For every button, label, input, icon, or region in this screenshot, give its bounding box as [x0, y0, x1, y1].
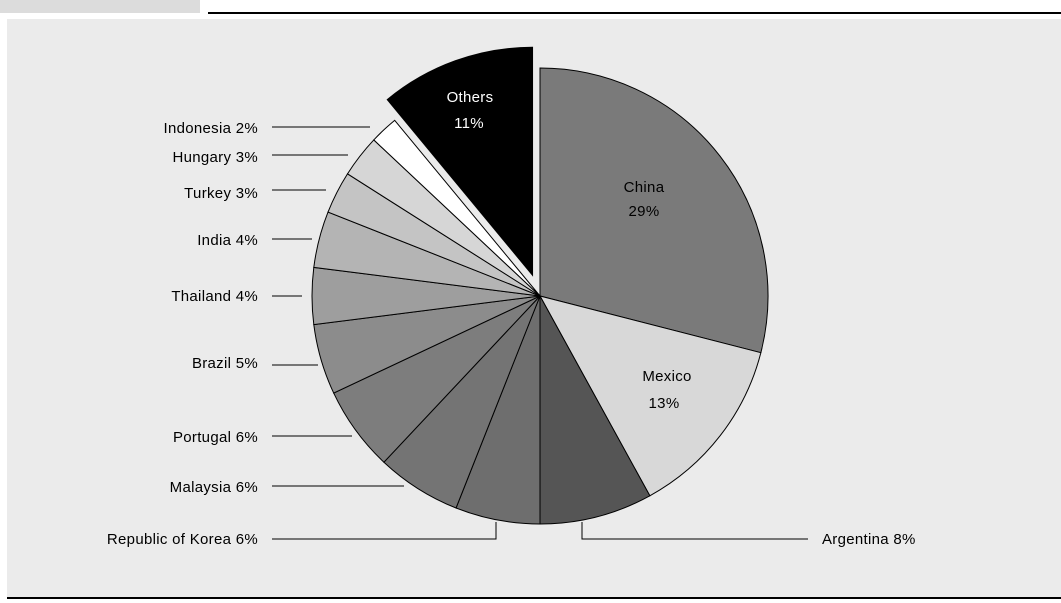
pie-slice-mexico [539, 295, 762, 497]
slice-label-indonesia: Indonesia 2% [163, 120, 258, 137]
pie-slice-argentina [539, 295, 651, 525]
header-tab [0, 0, 200, 13]
slice-label-others: Others [447, 89, 494, 106]
pie-slice-china [539, 67, 769, 354]
slice-value-china: 29% [629, 203, 660, 220]
pie-slice-indonesia [373, 119, 541, 297]
slice-label-mexico: Mexico [642, 368, 691, 385]
slice-label-republic-of-korea: Republic of Korea 6% [107, 531, 258, 548]
leader-line-argentina [581, 522, 808, 540]
slice-label-malaysia: Malaysia 6% [170, 479, 258, 496]
slice-label-portugal: Portugal 6% [173, 429, 258, 446]
slice-label-china: China [624, 179, 665, 196]
slice-label-brazil: Brazil 5% [192, 355, 258, 372]
slice-label-hungary: Hungary 3% [172, 149, 258, 166]
slice-label-thailand: Thailand 4% [171, 288, 258, 305]
slice-label-argentina: Argentina 8% [822, 531, 916, 548]
slice-label-india: India 4% [197, 232, 258, 249]
slice-value-mexico: 13% [649, 395, 680, 412]
slice-label-turkey: Turkey 3% [184, 185, 258, 202]
leader-line-republic-of-korea [272, 522, 497, 540]
bottom-rule [7, 597, 1061, 599]
top-rule [208, 12, 1061, 14]
pie-slice-others [386, 46, 534, 277]
slice-value-others: 11% [454, 115, 484, 132]
label-layer: China 29% Mexico 13% Argentina 8% Republic of… [107, 89, 916, 548]
